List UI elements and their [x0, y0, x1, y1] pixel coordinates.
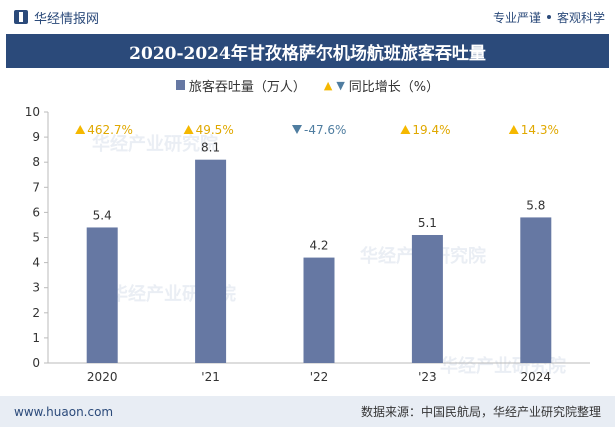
y-tick-label: 6 [32, 205, 40, 219]
growth-label: 462.7% [87, 123, 133, 137]
tagline-left: 专业严谨 [492, 10, 541, 25]
legend-bar: 旅客吞吐量（万人） [175, 76, 306, 95]
y-tick-label: 4 [32, 256, 40, 270]
y-tick-label: 1 [32, 331, 40, 345]
bar-value-label: 5.1 [418, 216, 437, 230]
growth-label: 49.5% [196, 123, 234, 137]
y-tick-label: 3 [32, 281, 40, 295]
y-tick-label: 5 [32, 231, 40, 245]
growth-down-icon [292, 125, 302, 134]
bar-value-label: 4.2 [309, 239, 328, 253]
bar [86, 227, 118, 363]
bar [195, 159, 227, 363]
x-tick-label: 2024 [521, 370, 552, 384]
x-tick-label: '22 [310, 370, 329, 384]
legend-growth-label: 同比增长（%） [348, 79, 440, 95]
x-tick-label: '23 [418, 370, 437, 384]
y-tick-label: 2 [32, 306, 40, 320]
watermark-text: 华经产业研究院 [92, 133, 218, 155]
y-tick-label: 7 [32, 180, 40, 194]
bar [411, 234, 443, 363]
legend-bar-label: 旅客吞吐量（万人） [188, 79, 306, 95]
bar-swatch-icon [175, 80, 185, 90]
bar-value-label: 5.8 [526, 198, 545, 212]
y-tick-label: 0 [32, 356, 40, 370]
bar-chart: 华经产业研究院华经产业研究院华经产业研究院华经产业研究院012345678910… [25, 105, 590, 384]
triangle-down-icon: ▼ [336, 78, 345, 92]
growth-up-icon [400, 125, 411, 134]
chart-title: 2020-2024年甘孜格萨尔机场航班旅客吞吐量 [6, 34, 609, 68]
tagline-right: 客观科学 [556, 10, 605, 25]
tagline: 专业严谨 客观科学 [493, 9, 605, 26]
bar [303, 257, 335, 363]
brand-name: 华经情报网 [34, 11, 100, 27]
y-tick-label: 9 [32, 130, 40, 144]
top-bar: 华经情报网 专业严谨 客观科学 [0, 0, 615, 34]
legend-growth: ▲ ▼ 同比增长（%） [324, 76, 439, 95]
triangle-up-icon: ▲ [323, 78, 333, 92]
x-tick-label: '21 [201, 370, 220, 384]
brand: 华经情报网 [14, 8, 99, 27]
footer-website: www.huaon.com [14, 404, 114, 419]
legend: 旅客吞吐量（万人） ▲ ▼ 同比增长（%） [0, 74, 615, 96]
x-tick-label: 2020 [87, 370, 118, 384]
growth-up-icon [183, 125, 194, 134]
growth-label: 14.3% [521, 123, 559, 137]
y-tick-label: 10 [25, 105, 40, 119]
footer: www.huaon.com 数据来源：中国民航局，华经产业研究院整理 [0, 396, 615, 427]
growth-label: 19.4% [412, 123, 450, 137]
y-tick-label: 8 [32, 155, 40, 169]
bar-value-label: 5.4 [93, 208, 112, 222]
growth-label: -47.6% [304, 123, 346, 137]
growth-up-icon [508, 125, 519, 134]
brand-logo-icon [14, 10, 28, 24]
bar [520, 217, 552, 363]
bar-value-label: 8.1 [201, 141, 220, 155]
footer-source: 数据来源：中国民航局，华经产业研究院整理 [360, 405, 601, 419]
separator-dot-icon [546, 15, 551, 19]
growth-up-icon [75, 125, 86, 134]
